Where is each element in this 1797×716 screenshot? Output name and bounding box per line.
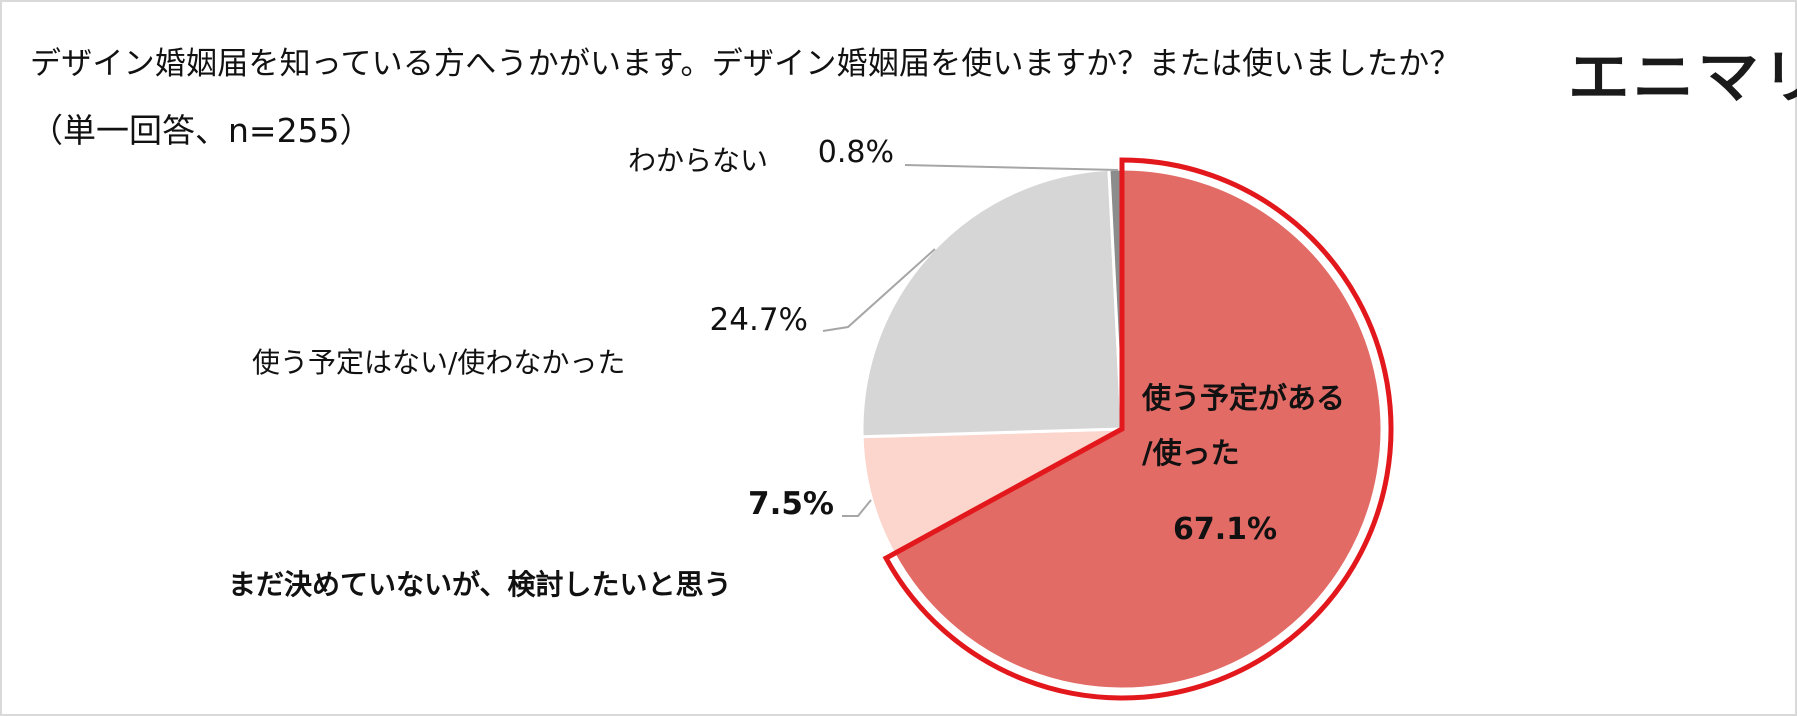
pie-slice-3 xyxy=(860,167,1124,439)
leader-line-4 xyxy=(904,164,1119,171)
pie-slice-2 xyxy=(860,427,1123,556)
pie-slice-1 xyxy=(891,167,1384,691)
leader-line-2 xyxy=(842,499,872,517)
pie-labels: 使う予定がある/使った 67.1% 7.5% まだ決めていないが、検討したいと思う 24… xyxy=(228,135,1345,601)
brand-logo: エニマリ xyxy=(1568,43,1797,111)
chart-subtitle: （単一回答、n=255） xyxy=(30,111,373,150)
slice-value-2: 7.5% xyxy=(748,486,834,522)
pie-slices xyxy=(860,167,1384,691)
slice-label-2: まだ決めていないが、検討したいと思う xyxy=(228,568,731,601)
highlight-outline xyxy=(882,157,1394,701)
chart-title: デザイン婚姻届を知っている方へうかがいます。デザイン婚姻届を使いますか？または使… xyxy=(30,46,1461,82)
slice-label-4: わからない xyxy=(628,144,768,177)
slice-label-1-line2: /使った xyxy=(1142,436,1240,470)
slice-label-1: 使う予定がある xyxy=(1141,381,1345,415)
leader-lines xyxy=(822,164,1119,517)
slice-label-3: 使う予定はない/使わなかった xyxy=(252,346,625,379)
slice-value-4: 0.8% xyxy=(818,135,894,170)
leader-line-3 xyxy=(822,248,936,332)
slice-value-1: 67.1% xyxy=(1173,512,1277,547)
slice-value-3: 24.7% xyxy=(710,302,808,338)
